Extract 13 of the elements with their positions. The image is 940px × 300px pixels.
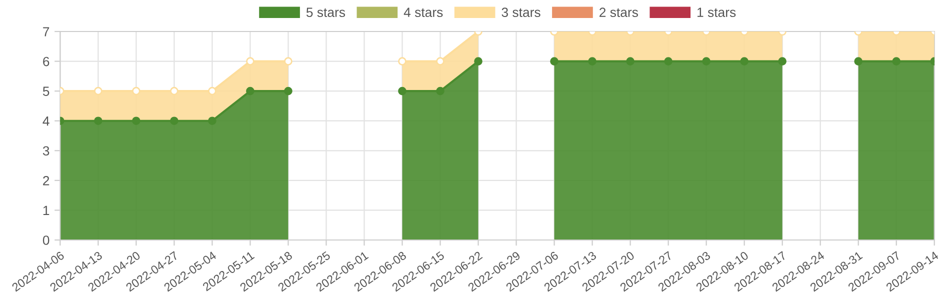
y-tick-label: 5 [42,86,50,96]
legend-label: 1 stars [698,8,736,18]
y-tick-label: 7 [43,27,50,36]
y-tick-label: 6 [43,56,50,66]
y-tick-label: 4 [42,116,50,126]
y-tick-label: 0 [42,236,50,245]
legend-label: 3 stars [502,8,540,18]
legend-label: 2 stars [600,8,638,18]
legend-label: 5 stars [306,8,346,18]
y-tick-label: 3 [42,146,50,156]
legend-label: 4 stars [404,8,443,18]
y-tick-label: 2 [43,176,50,186]
y-tick-label: 1 [43,206,50,215]
